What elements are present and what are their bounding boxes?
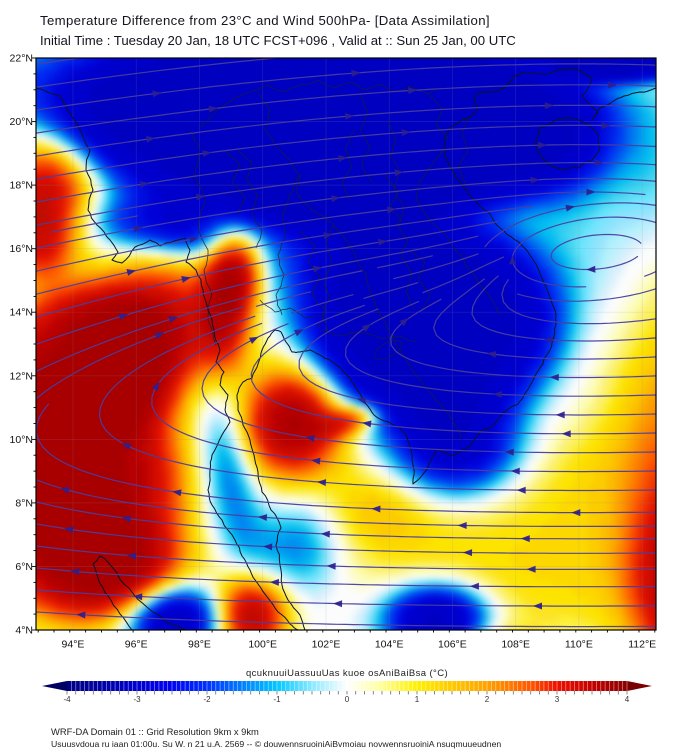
- svg-text:Temperature Difference from 23: Temperature Difference from 23°C and Win…: [40, 13, 490, 28]
- svg-text:Initial Time : Tuesday 20 Jan,: Initial Time : Tuesday 20 Jan, 18 UTC FC…: [40, 33, 516, 48]
